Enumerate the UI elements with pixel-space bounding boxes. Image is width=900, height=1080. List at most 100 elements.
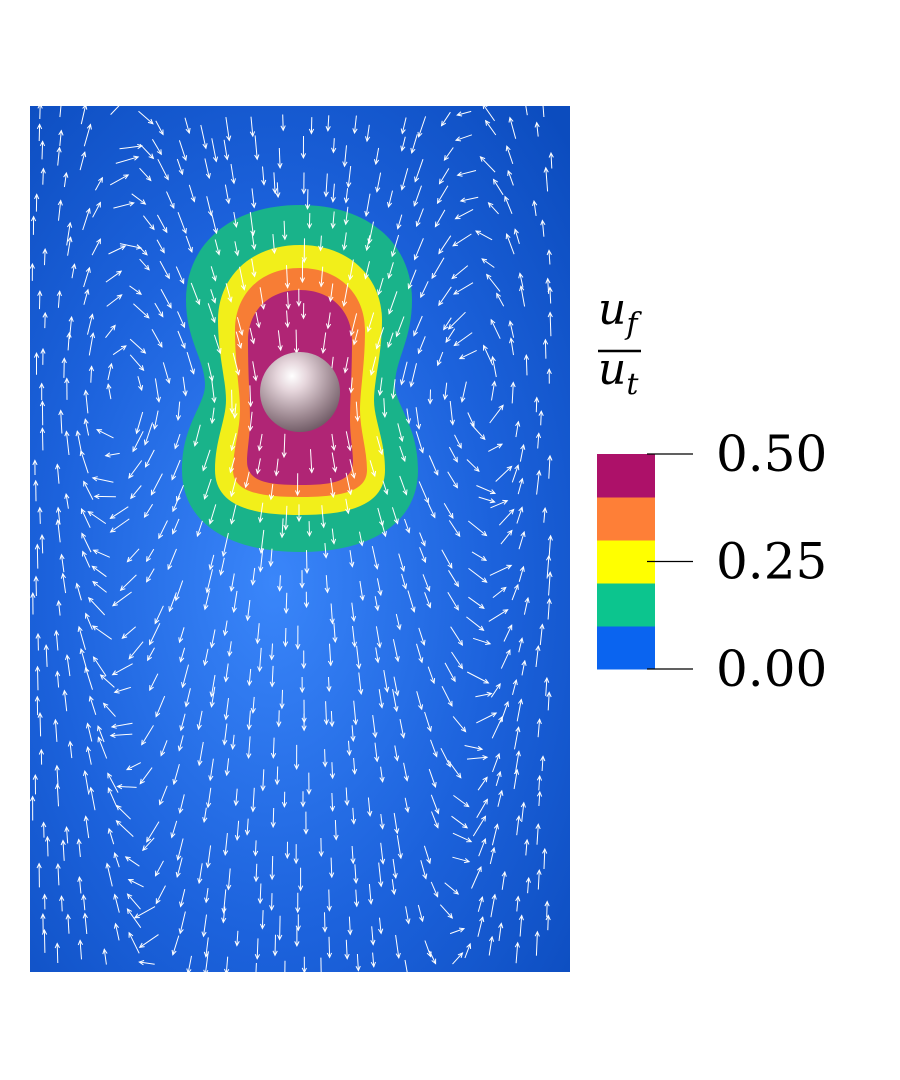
- velocity-arrow-head: [257, 898, 263, 905]
- velocity-arrow-head: [547, 454, 553, 461]
- velocity-arrow: [205, 888, 209, 903]
- velocity-arrow-head: [251, 271, 257, 278]
- velocity-arrow: [230, 163, 235, 184]
- velocity-arrow-head: [418, 447, 424, 454]
- velocity-arrow-head: [391, 889, 397, 896]
- velocity-arrow-head: [536, 469, 542, 476]
- velocity-arrow-head: [196, 724, 202, 731]
- velocity-arrow: [543, 848, 546, 870]
- velocity-arrow-head: [346, 750, 352, 757]
- velocity-arrow-head: [149, 224, 155, 231]
- velocity-arrow: [367, 312, 375, 332]
- velocity-arrow: [380, 766, 384, 782]
- velocity-arrow: [452, 233, 472, 247]
- velocity-arrow: [464, 745, 483, 750]
- velocity-arrow-head: [125, 765, 133, 771]
- velocity-arrow: [413, 185, 422, 206]
- velocity-arrow: [451, 265, 469, 279]
- velocity-arrow: [146, 548, 155, 562]
- velocity-arrow: [37, 666, 39, 691]
- velocity-arrow: [481, 258, 495, 268]
- velocity-arrow-head: [343, 197, 350, 204]
- velocity-arrow-head: [269, 874, 275, 881]
- velocity-arrow-head: [293, 764, 300, 771]
- velocity-arrow-head: [197, 760, 203, 767]
- velocity-arrow-head: [488, 935, 495, 942]
- velocity-arrow-head: [329, 805, 336, 812]
- velocity-arrow: [371, 926, 374, 945]
- velocity-arrow: [418, 336, 426, 354]
- velocity-arrow-head: [510, 381, 516, 388]
- velocity-arrow: [351, 725, 354, 741]
- velocity-arrow-head: [142, 249, 148, 256]
- velocity-arrow-head: [413, 254, 419, 261]
- velocity-arrow-head: [456, 111, 463, 117]
- velocity-arrow: [519, 915, 523, 937]
- velocity-arrow-head: [57, 199, 63, 206]
- velocity-arrow: [536, 122, 539, 137]
- velocity-arrow: [378, 689, 383, 708]
- velocity-arrow: [401, 136, 406, 151]
- velocity-arrow: [255, 312, 260, 328]
- velocity-arrow: [56, 765, 59, 787]
- velocity-arrow-head: [124, 856, 131, 862]
- velocity-arrow: [375, 647, 379, 663]
- velocity-arrow: [459, 349, 477, 360]
- velocity-arrow-head: [44, 835, 51, 842]
- velocity-arrow: [226, 758, 230, 776]
- velocity-arrow-head: [255, 638, 261, 645]
- velocity-arrow-head: [379, 823, 385, 830]
- velocity-arrow: [234, 241, 239, 256]
- velocity-arrow-head: [246, 753, 252, 760]
- velocity-arrow-head: [410, 606, 416, 613]
- velocity-arrow: [117, 785, 137, 788]
- velocity-arrow: [392, 858, 397, 878]
- velocity-arrow: [431, 811, 439, 828]
- velocity-arrow-head: [146, 836, 152, 843]
- velocity-arrow-head: [171, 949, 177, 956]
- velocity-arrow-head: [109, 513, 116, 520]
- velocity-arrow-head: [83, 815, 89, 822]
- velocity-arrow-head: [187, 246, 193, 253]
- velocity-arrow: [119, 243, 142, 249]
- velocity-arrow-head: [326, 686, 332, 693]
- velocity-arrow: [351, 602, 355, 621]
- velocity-arrow-head: [268, 494, 275, 501]
- velocity-arrow: [374, 596, 379, 611]
- velocity-arrow-head: [377, 928, 384, 935]
- velocity-arrow: [321, 505, 325, 528]
- velocity-arrow-head: [365, 136, 371, 143]
- velocity-arrow-head: [505, 145, 511, 152]
- velocity-arrow-head: [518, 477, 524, 484]
- velocity-arrow-head: [253, 876, 259, 883]
- velocity-arrow-head: [113, 688, 120, 694]
- velocity-arrow-head: [92, 549, 99, 555]
- velocity-arrow-head: [230, 743, 236, 750]
- velocity-arrow: [136, 411, 144, 434]
- velocity-arrow-head: [88, 365, 95, 372]
- velocity-arrow: [155, 885, 166, 904]
- velocity-arrow: [477, 896, 483, 912]
- velocity-arrow-head: [375, 186, 381, 193]
- velocity-arrow: [58, 200, 62, 221]
- velocity-arrow-head: [520, 801, 526, 808]
- velocity-arrow: [132, 431, 144, 452]
- velocity-arrow-head: [165, 377, 171, 384]
- velocity-arrow: [154, 605, 164, 624]
- velocity-arrow: [59, 130, 62, 146]
- velocity-arrow-head: [420, 639, 426, 646]
- velocity-arrow: [194, 424, 201, 446]
- velocity-arrow: [464, 943, 471, 959]
- velocity-arrow: [359, 531, 363, 546]
- velocity-arrow-head: [415, 221, 421, 228]
- velocity-arrow: [185, 235, 193, 253]
- velocity-arrow: [368, 883, 372, 904]
- velocity-arrow: [430, 739, 438, 757]
- velocity-arrow-head: [442, 394, 448, 401]
- velocity-arrow: [271, 665, 274, 687]
- velocity-arrow: [444, 382, 448, 400]
- velocity-arrow-head: [37, 712, 43, 718]
- velocity-arrow: [404, 959, 408, 972]
- velocity-arrow: [466, 756, 488, 760]
- velocity-arrow-head: [221, 907, 227, 914]
